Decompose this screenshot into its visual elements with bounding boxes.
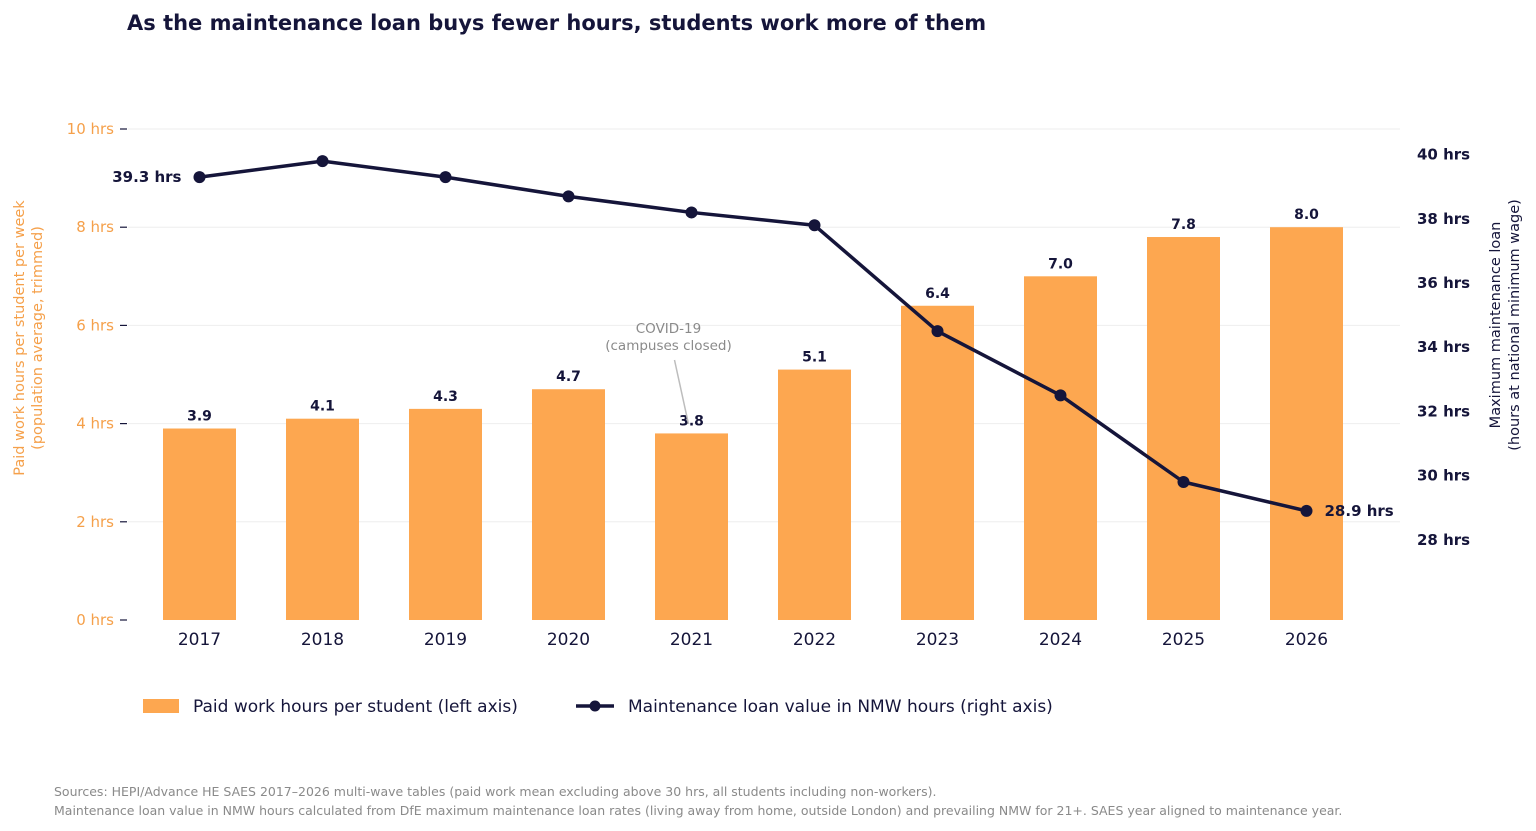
bar-2025 xyxy=(1147,237,1220,620)
annotation-line2: (campuses closed) xyxy=(605,338,732,354)
loan-point-2017 xyxy=(193,171,206,184)
bar-series: 3.9 4.1 4.3 4.7 3.8 5.1 6.4 7.0 7.8 8.0 xyxy=(163,207,1343,620)
bar-2017 xyxy=(163,428,236,620)
bar-value-label: 4.7 xyxy=(556,369,581,385)
loan-point-2024 xyxy=(1054,389,1067,402)
left-tick-label: 4 hrs xyxy=(76,415,114,433)
loan-point-2019 xyxy=(439,171,452,184)
source-line-2: Maintenance loan value in NMW hours calc… xyxy=(54,803,1342,818)
bar-value-label: 8.0 xyxy=(1294,207,1319,223)
legend-bar-swatch xyxy=(143,699,179,713)
bar-2020 xyxy=(532,389,605,620)
x-tick-label: 2023 xyxy=(916,630,959,650)
right-axis-title-line1: Maximum maintenance loan xyxy=(1488,222,1504,429)
x-tick-label: 2019 xyxy=(424,630,467,650)
left-axis-title-line1: Paid work hours per student per week xyxy=(12,200,28,476)
right-tick-label: 40 hrs xyxy=(1417,146,1470,164)
loan-point-2025 xyxy=(1177,476,1190,489)
loan-point-2022 xyxy=(808,219,821,232)
bar-2021 xyxy=(655,433,728,620)
right-tick-label: 30 hrs xyxy=(1417,467,1470,485)
bar-value-label: 3.8 xyxy=(679,413,704,429)
left-axis: 0 hrs 2 hrs 4 hrs 6 hrs 8 hrs 10 hrs xyxy=(67,120,127,629)
x-tick-label: 2017 xyxy=(178,630,221,650)
chart-title: As the maintenance loan buys fewer hours… xyxy=(127,11,986,35)
left-axis-title-line2: (population average, trimmed) xyxy=(30,226,46,450)
bar-value-label: 5.1 xyxy=(802,350,827,366)
bar-value-label: 4.1 xyxy=(310,399,335,415)
bar-2022 xyxy=(778,369,851,620)
left-tick-label: 6 hrs xyxy=(76,316,114,334)
covid-annotation: COVID-19 (campuses closed) xyxy=(605,321,732,425)
left-tick-label: 0 hrs xyxy=(76,611,114,629)
legend-line-label: Maintenance loan value in NMW hours (rig… xyxy=(628,697,1053,717)
loan-end-label: 28.9 hrs xyxy=(1325,502,1394,520)
loan-start-label: 39.3 hrs xyxy=(112,168,181,186)
x-tick-label: 2021 xyxy=(670,630,713,650)
left-tick-label: 2 hrs xyxy=(76,513,114,531)
annotation-line1: COVID-19 xyxy=(636,321,701,337)
right-axis: 28 hrs 30 hrs 32 hrs 34 hrs 36 hrs 38 hrs 40 h… xyxy=(1417,146,1470,549)
bar-value-label: 7.0 xyxy=(1048,256,1073,272)
bar-value-label: 6.4 xyxy=(925,286,950,302)
loan-point-2023 xyxy=(931,325,944,338)
legend-bar-label: Paid work hours per student (left axis) xyxy=(193,697,518,717)
right-axis-title-line2: (hours at national minimum wage) xyxy=(1507,199,1523,451)
x-tick-label: 2025 xyxy=(1162,630,1205,650)
legend-line-marker xyxy=(589,700,601,712)
x-axis-ticks: 2017 2018 2019 2020 2021 2022 2023 2024 2025 2026 xyxy=(178,630,1328,650)
bar-value-label: 3.9 xyxy=(187,409,212,425)
line-series: 39.3 hrs 28.9 hrs xyxy=(112,155,1394,520)
annotation-pointer xyxy=(673,359,690,425)
x-tick-label: 2022 xyxy=(793,630,836,650)
x-tick-label: 2024 xyxy=(1039,630,1082,650)
bar-2019 xyxy=(409,408,482,620)
left-tick-label: 10 hrs xyxy=(67,120,115,138)
bar-2018 xyxy=(286,418,359,620)
right-tick-label: 36 hrs xyxy=(1417,274,1470,292)
loan-line xyxy=(199,159,1307,513)
x-tick-label: 2026 xyxy=(1285,630,1328,650)
right-tick-label: 38 hrs xyxy=(1417,210,1470,228)
x-tick-label: 2020 xyxy=(547,630,590,650)
bar-2023 xyxy=(901,305,974,620)
x-tick-label: 2018 xyxy=(301,630,344,650)
left-tick-label: 8 hrs xyxy=(76,218,114,236)
bar-value-label: 7.8 xyxy=(1171,217,1196,233)
bar-2024 xyxy=(1024,276,1097,620)
loan-point-2026 xyxy=(1300,504,1313,517)
loan-point-2018 xyxy=(316,155,329,168)
bar-value-label: 4.3 xyxy=(433,389,458,405)
bar-2026 xyxy=(1270,227,1343,620)
legend: Paid work hours per student (left axis) … xyxy=(143,697,1053,717)
loan-point-2021 xyxy=(685,206,698,219)
right-tick-label: 28 hrs xyxy=(1417,531,1470,549)
right-tick-label: 34 hrs xyxy=(1417,338,1470,356)
right-tick-label: 32 hrs xyxy=(1417,402,1470,420)
source-line-1: Sources: HEPI/Advance HE SAES 2017–2026 … xyxy=(54,784,936,799)
loan-point-2020 xyxy=(562,190,575,203)
